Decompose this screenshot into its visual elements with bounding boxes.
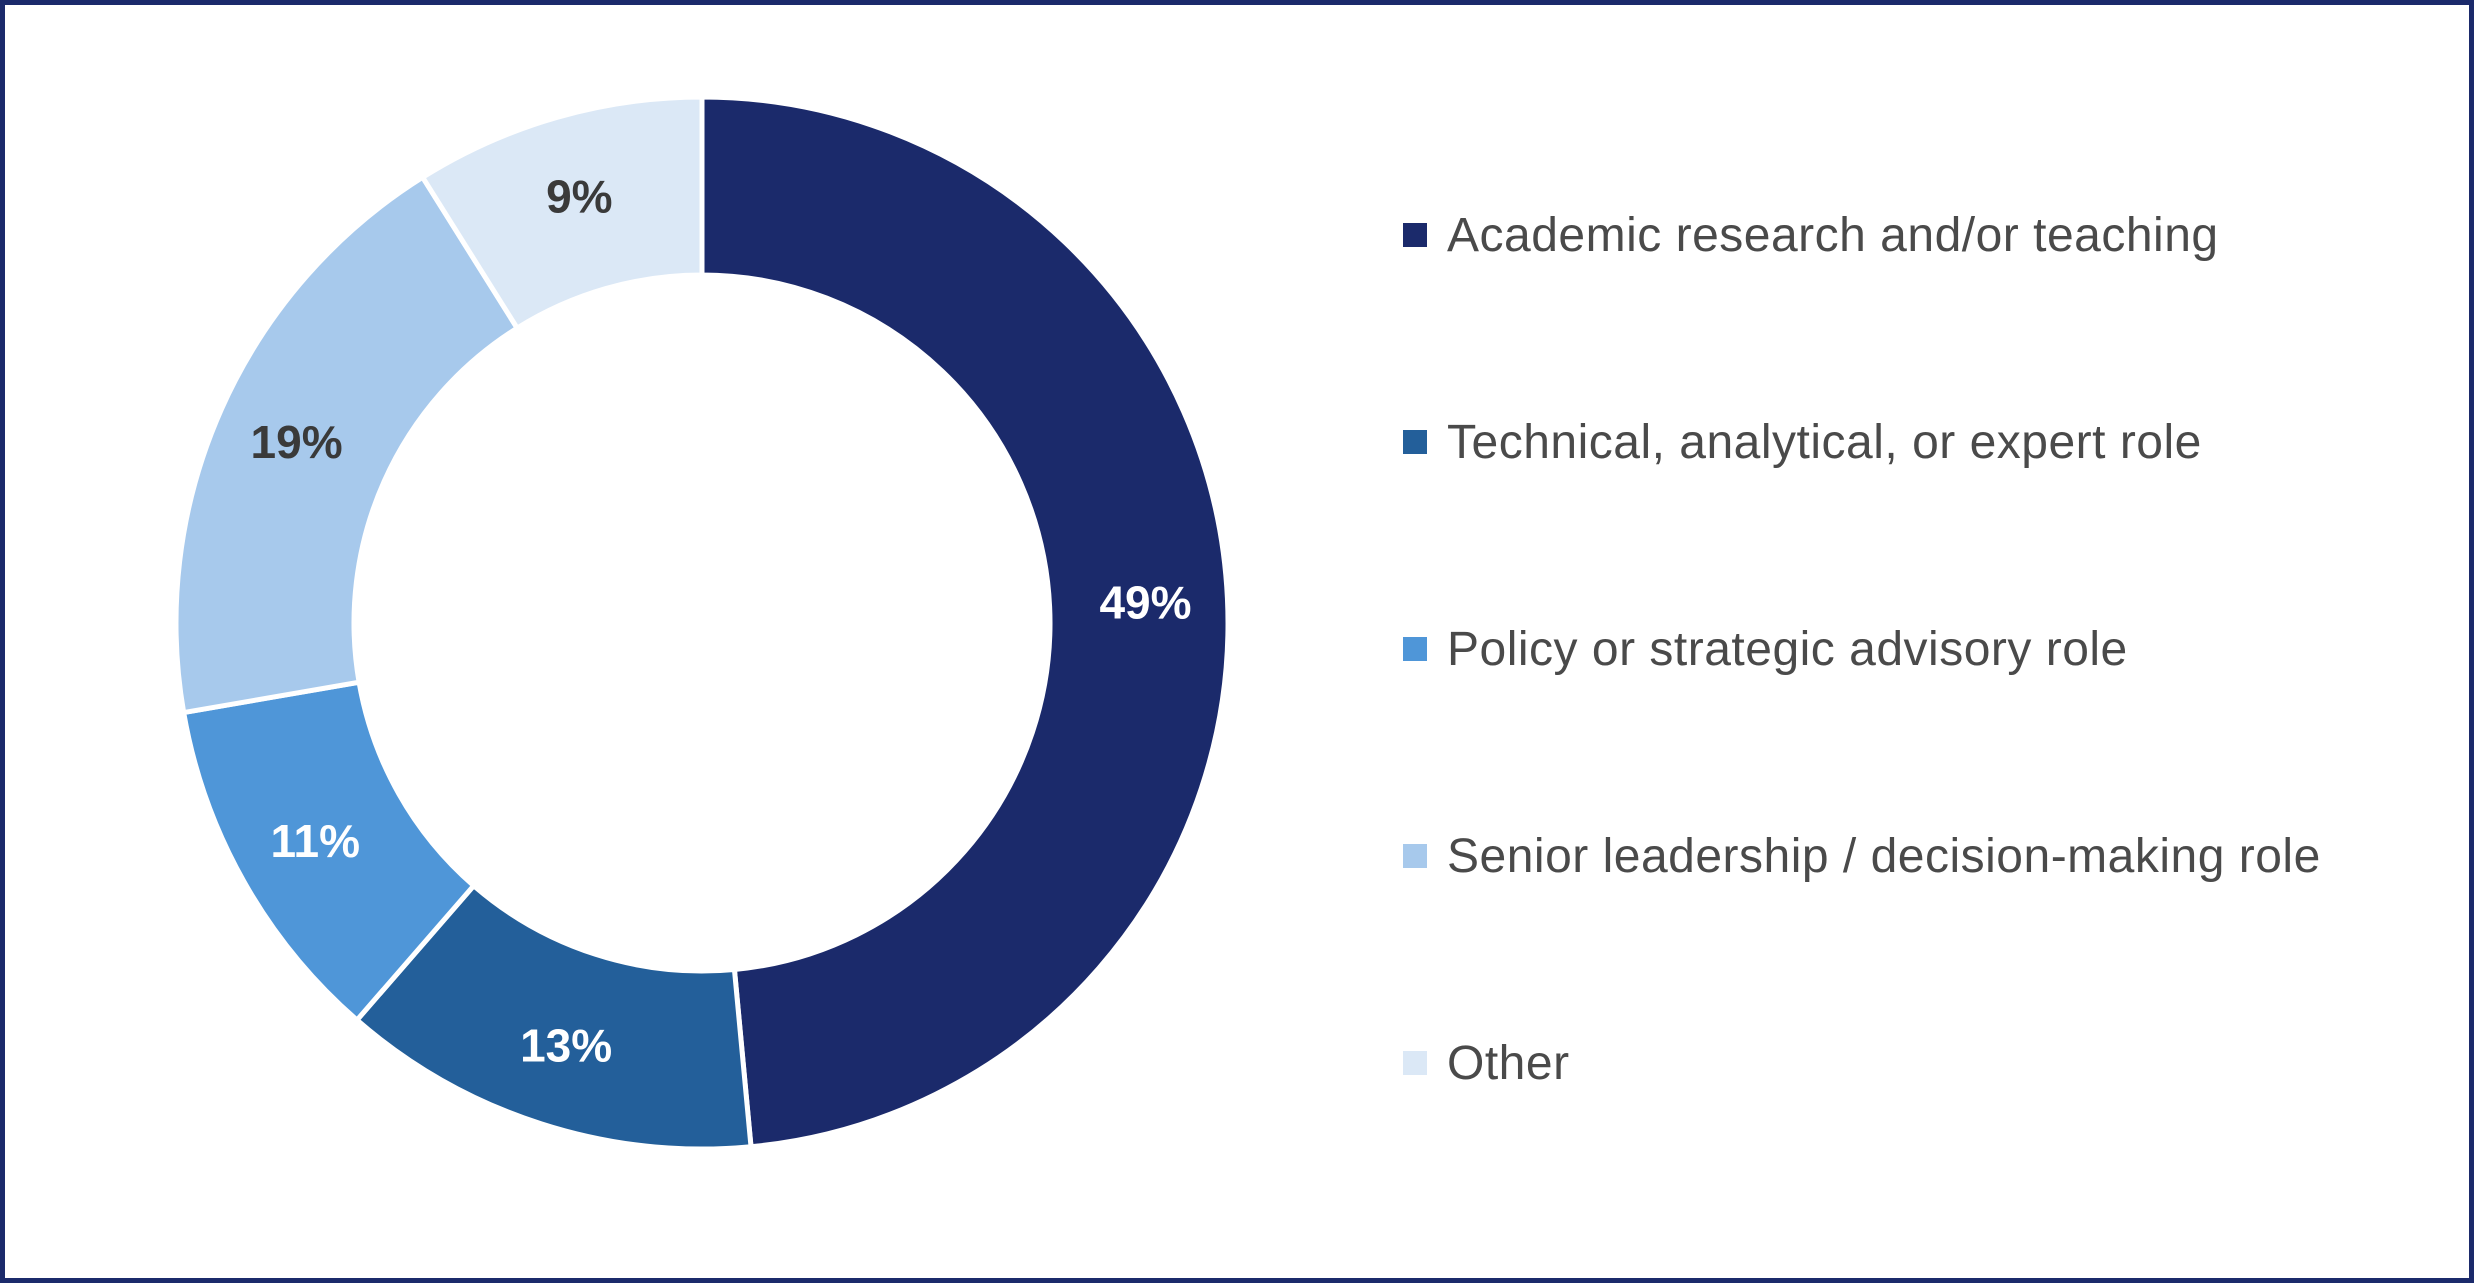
slice-label-3: 11% [270,815,360,867]
legend-swatch [1403,223,1427,247]
donut-chart: 49% 13% 11% 19% 9% [173,94,1231,1152]
legend-item-3: Policy or strategic advisory role [1403,619,2128,679]
legend-label: Other [1447,1036,1570,1090]
legend-label: Senior leadership / decision-making role [1447,829,2321,883]
slice-label-5: 9% [546,170,612,222]
legend-swatch [1403,637,1427,661]
legend-item-5: Other [1403,1033,1570,1093]
donut-slice-4 [173,173,521,716]
slice-label-1: 49% [1099,576,1191,628]
donut-slices [173,94,1231,1152]
slice-label-4: 19% [251,416,343,468]
slice-label-2: 13% [520,1020,612,1072]
legend-item-4: Senior leadership / decision-making role [1403,826,2321,886]
donut-slice-5 [419,94,705,332]
legend-swatch [1403,430,1427,454]
legend-label: Policy or strategic advisory role [1447,622,2128,676]
legend-item-2: Technical, analytical, or expert role [1403,412,2202,472]
legend-item-1: Academic research and/or teaching [1403,205,2219,265]
donut-slice-labels: 49% 13% 11% 19% 9% [251,170,1192,1071]
legend-swatch [1403,1051,1427,1075]
legend-swatch [1403,844,1427,868]
legend-label: Academic research and/or teaching [1447,208,2219,262]
donut-slice-1 [699,94,1231,1150]
legend-label: Technical, analytical, or expert role [1447,415,2202,469]
